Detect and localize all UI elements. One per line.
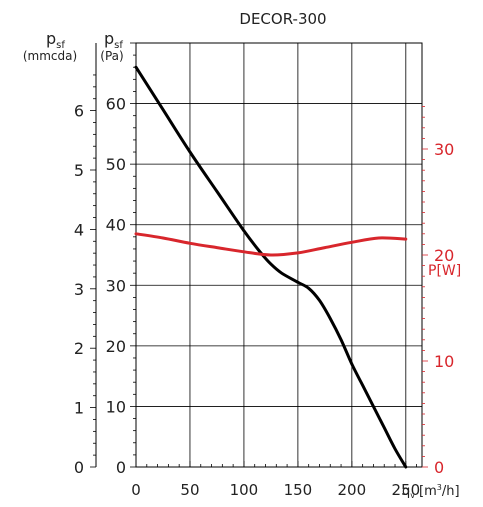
left-axis-2-letter: p	[104, 29, 114, 48]
x-axis-tick-label: 200	[338, 481, 367, 499]
left-axis-1-subscript: sf	[56, 40, 65, 51]
x-axis-label: qv [m3/h]	[402, 483, 460, 500]
left-axis-1-letter: p	[46, 29, 56, 48]
right-axis-tick-label: 20	[434, 246, 454, 265]
right-axis-tick-label: 30	[434, 140, 454, 159]
chart-title: DECOR-300	[239, 10, 326, 28]
left-axis-1-tick-label: 5	[74, 161, 84, 180]
pressure-curve	[134, 65, 408, 469]
x-axis-unit-sup: 3	[437, 483, 442, 492]
axes	[90, 42, 428, 468]
series	[134, 65, 408, 469]
left-axis-2-subscript: sf	[114, 40, 123, 51]
left-axis-1-symbol: psf	[46, 29, 65, 51]
x-axis-tick-label: 50	[180, 481, 199, 499]
left-axis-2-tick-label: 0	[116, 458, 126, 477]
power-curve	[134, 232, 408, 257]
left-axis-1-tick-label: 2	[74, 339, 84, 358]
right-axis-tick-label: 10	[434, 352, 454, 371]
x-axis-letter: q	[402, 484, 410, 499]
left-axis-1-tick-label: 1	[74, 399, 84, 418]
left-axis-1-tick-label: 0	[74, 458, 84, 477]
left-axis-1-unit: (mmcda)	[23, 49, 77, 63]
left-axis-2-tick-label: 50	[106, 155, 126, 174]
left-axis-1-tick-label: 4	[74, 220, 84, 239]
left-axis-2-tick-label: 30	[106, 276, 126, 295]
left-axis-1-tick-label: 6	[74, 102, 84, 121]
x-axis-tick-label: 250	[391, 481, 420, 499]
left-axis-2-symbol: psf	[104, 29, 123, 51]
x-axis-tick-label: 0	[131, 481, 141, 499]
x-axis-unit-pre: [m	[419, 484, 437, 499]
x-axis-tick-label: 150	[284, 481, 313, 499]
x-axis-tick-label: 100	[230, 481, 259, 499]
left-axis-2-tick-label: 20	[106, 337, 126, 356]
right-axis-tick-label: 0	[434, 458, 444, 477]
x-axis-unit-post: /h]	[442, 484, 460, 499]
left-axis-2-tick-label: 40	[106, 216, 126, 235]
left-axis-1-tick-label: 3	[74, 280, 84, 299]
left-axis-2-tick-label: 60	[106, 95, 126, 114]
left-axis-2-unit: (Pa)	[100, 49, 123, 63]
x-axis-subscript: v	[410, 491, 415, 500]
left-axis-2-tick-label: 10	[106, 397, 126, 416]
right-axis-label: P[W]	[428, 263, 461, 279]
